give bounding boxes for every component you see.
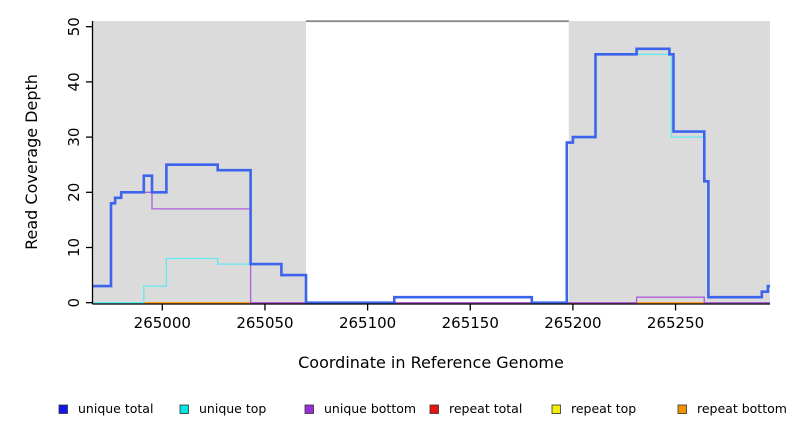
legend-label: unique total xyxy=(78,401,153,416)
shaded-regions xyxy=(92,21,770,304)
series-unique-total-line xyxy=(92,47,770,304)
legend-swatch xyxy=(677,404,687,414)
shaded-region xyxy=(568,21,770,304)
x-tick-label: 265150 xyxy=(442,314,499,332)
legend: unique total unique top unique bottom repea… xyxy=(58,401,787,416)
x-tick-label: 265250 xyxy=(647,314,704,332)
legend-swatch xyxy=(58,404,68,414)
x-tick-label: 265050 xyxy=(236,314,293,332)
legend-label: repeat bottom xyxy=(697,401,787,416)
y-axis: 0 10 20 30 40 50 xyxy=(65,17,94,308)
legend-item-repeat-bottom: repeat bottom xyxy=(677,401,787,416)
legend-label: unique bottom xyxy=(324,401,416,416)
legend-label: unique top xyxy=(199,401,266,416)
x-tick-label: 265000 xyxy=(134,314,191,332)
legend-item-repeat-top: repeat top xyxy=(551,401,636,416)
y-axis-title: Read Coverage Depth xyxy=(22,74,41,250)
legend-swatch xyxy=(304,404,314,414)
x-tick-label: 265100 xyxy=(339,314,396,332)
legend-item-unique-top: unique top xyxy=(179,401,266,416)
y-tick-label: 40 xyxy=(65,72,83,91)
x-tick-label: 265200 xyxy=(544,314,601,332)
x-axis-title: Coordinate in Reference Genome xyxy=(298,353,564,372)
y-tick-label: 0 xyxy=(65,298,83,308)
legend-swatch xyxy=(551,404,561,414)
legend-swatch xyxy=(429,404,439,414)
y-tick-label: 10 xyxy=(65,238,83,257)
series-lines xyxy=(92,47,770,304)
legend-swatch xyxy=(179,404,189,414)
y-tick-label: 20 xyxy=(65,183,83,202)
y-tick-label: 30 xyxy=(65,128,83,147)
legend-item-unique-total: unique total xyxy=(58,401,153,416)
legend-item-repeat-total: repeat total xyxy=(429,401,522,416)
x-axis: 265000 265050 265100 265150 265200 265250 xyxy=(92,303,770,332)
legend-label: repeat top xyxy=(571,401,636,416)
y-tick-label: 50 xyxy=(65,17,83,36)
legend-item-unique-bottom: unique bottom xyxy=(304,401,416,416)
shaded-region xyxy=(92,21,307,304)
legend-label: repeat total xyxy=(449,401,522,416)
